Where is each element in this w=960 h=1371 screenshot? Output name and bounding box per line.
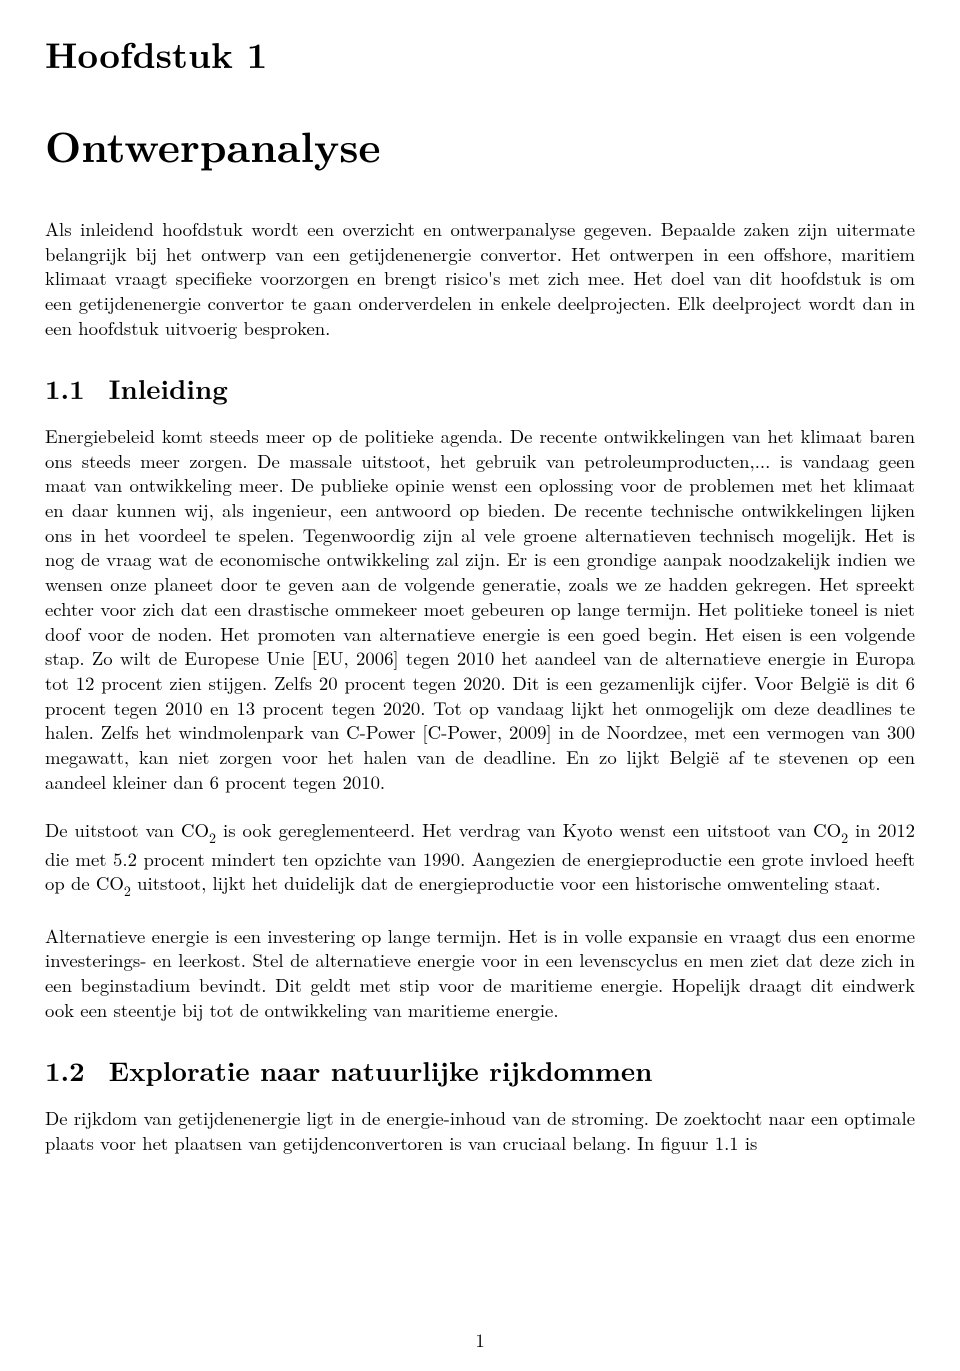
intro-paragraph: Als inleidend hoofdstuk wordt een overzi… — [45, 217, 915, 340]
section-1-heading: 1.1 Inleiding — [45, 370, 915, 406]
co2-formula-2: CO2 — [813, 817, 848, 843]
section-2-number: 1.2 — [45, 1052, 85, 1088]
p2-post2: uitstoot, lijkt het duidelijk dat de ene… — [131, 870, 881, 896]
co2-text: CO — [813, 817, 841, 843]
co2-sub: 2 — [841, 828, 848, 848]
co2-sub: 2 — [124, 881, 131, 901]
co2-formula-1: CO2 — [181, 817, 216, 843]
co2-text: CO — [181, 817, 209, 843]
co2-formula-3: CO2 — [96, 870, 131, 896]
chapter-label: Hoofdstuk 1 — [45, 30, 915, 78]
page-number: 1 — [0, 1328, 960, 1353]
section-1-title: Inleiding — [109, 368, 228, 407]
p2-mid: is ook gereglementeerd. Het verdrag van … — [216, 817, 813, 843]
section-1-paragraph-3: Alternatieve energie is een investering … — [45, 924, 915, 1023]
section-1-paragraph-2: De uitstoot van CO2 is ook gereglementee… — [45, 818, 915, 899]
section-1-paragraph-1: Energiebeleid komt steeds meer op de pol… — [45, 424, 915, 794]
co2-sub: 2 — [209, 828, 216, 848]
section-2-paragraph-1: De rijkdom van getijdenenergie ligt in d… — [45, 1106, 915, 1155]
section-1-number: 1.1 — [45, 370, 85, 406]
p2-pre: De uitstoot van — [45, 817, 181, 843]
section-2-heading: 1.2 Exploratie naar natuurlijke rijkdomme… — [45, 1052, 915, 1088]
co2-text: CO — [96, 870, 124, 896]
section-2-title: Exploratie naar natuurlijke rijkdommen — [109, 1050, 653, 1089]
chapter-title: Ontwerpanalyse — [45, 118, 915, 173]
page: Hoofdstuk 1 Ontwerpanalyse Als inleidend… — [0, 0, 960, 1371]
